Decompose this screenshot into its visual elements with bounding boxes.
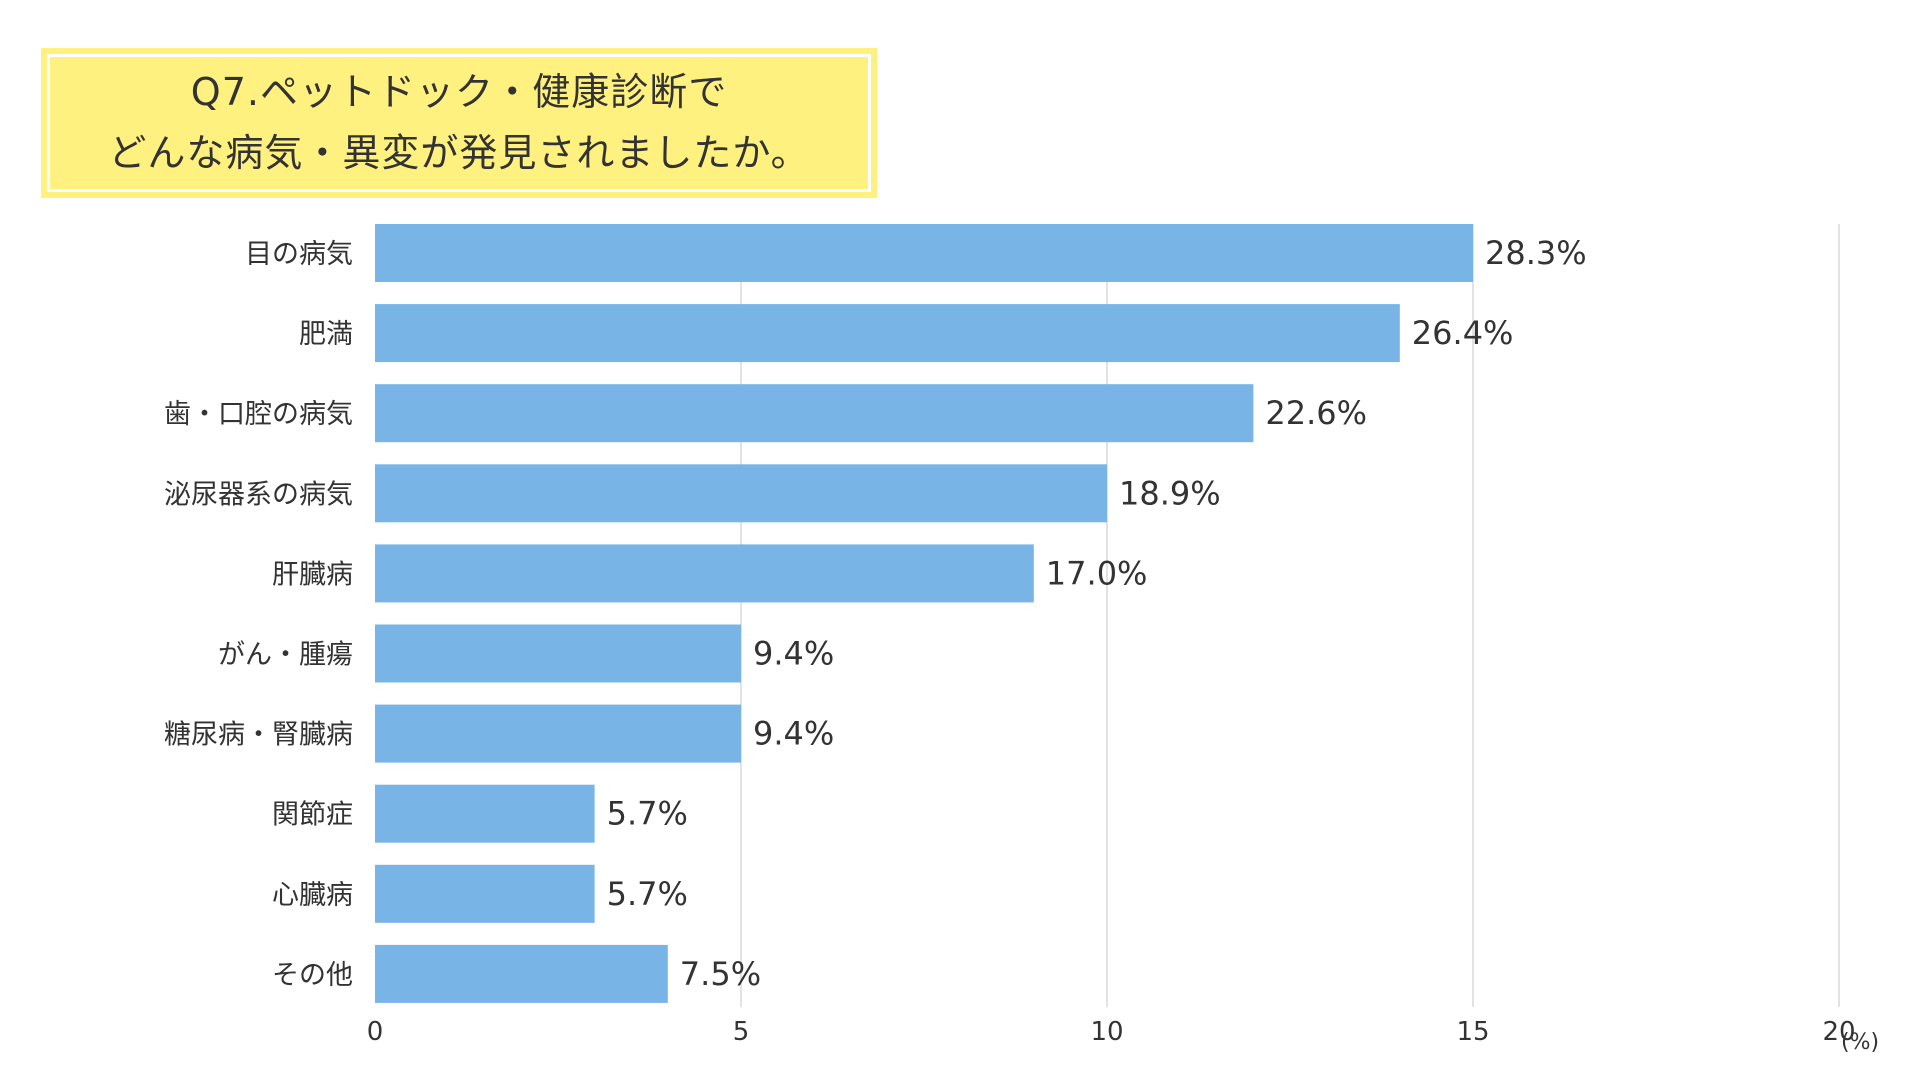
bar-2 xyxy=(375,384,1254,443)
axis-unit-label: (%) xyxy=(1841,1030,1879,1055)
category-label-6: 糖尿病・腎臓病 xyxy=(164,720,353,751)
chart-title-line-2: どんな病気・異変が発見されましたか。 xyxy=(108,131,810,175)
chart-title-box: Q7.ペットドック・健康診断で どんな病気・異変が発見されましたか。 xyxy=(41,48,877,198)
bar-9 xyxy=(375,944,668,1003)
tick-label-5: 5 xyxy=(733,1017,750,1047)
value-label-8: 5.7% xyxy=(607,875,688,913)
value-label-2: 22.6% xyxy=(1265,394,1367,432)
bar-4 xyxy=(375,544,1034,603)
category-label-0: 目の病気 xyxy=(245,239,353,270)
bar-0 xyxy=(375,224,1473,282)
category-label-4: 肝臓病 xyxy=(272,559,353,590)
category-label-8: 心臓病 xyxy=(272,880,353,911)
bar-1 xyxy=(375,304,1400,363)
tick-label-0: 0 xyxy=(367,1017,384,1047)
bars xyxy=(375,224,1473,1003)
bar-7 xyxy=(375,784,595,843)
category-label-9: その他 xyxy=(272,960,353,991)
tick-label-15: 15 xyxy=(1456,1017,1489,1047)
bar-5 xyxy=(375,624,741,683)
category-label-3: 泌尿器系の病気 xyxy=(164,479,353,510)
chart-title: Q7.ペットドック・健康診断で どんな病気・異変が発見されましたか。 xyxy=(47,54,871,192)
bar-8 xyxy=(375,864,595,923)
value-label-0: 28.3% xyxy=(1485,234,1587,272)
tick-label-10: 10 xyxy=(1090,1017,1123,1047)
value-label-5: 9.4% xyxy=(753,635,834,673)
category-label-1: 肥満 xyxy=(299,319,353,350)
category-label-5: がん・腫瘍 xyxy=(218,640,353,671)
value-label-7: 5.7% xyxy=(607,795,688,833)
bar-6 xyxy=(375,704,741,763)
tick-label-20: 20 xyxy=(1822,1017,1855,1047)
category-label-2: 歯・口腔の病気 xyxy=(164,399,353,430)
labels: 目の病気 28.3% 肥満 26.4% 歯・口腔の病気 22.6% 泌尿器系の病気 18.9%… xyxy=(164,234,1879,1055)
chart-title-line-1: Q7.ペットドック・健康診断で xyxy=(190,70,728,114)
value-label-1: 26.4% xyxy=(1412,314,1514,352)
category-label-7: 関節症 xyxy=(272,800,353,831)
value-label-6: 9.4% xyxy=(753,715,834,753)
value-label-9: 7.5% xyxy=(680,955,761,993)
bar-3 xyxy=(375,464,1107,523)
value-label-4: 17.0% xyxy=(1046,554,1148,592)
value-label-3: 18.9% xyxy=(1119,474,1221,512)
